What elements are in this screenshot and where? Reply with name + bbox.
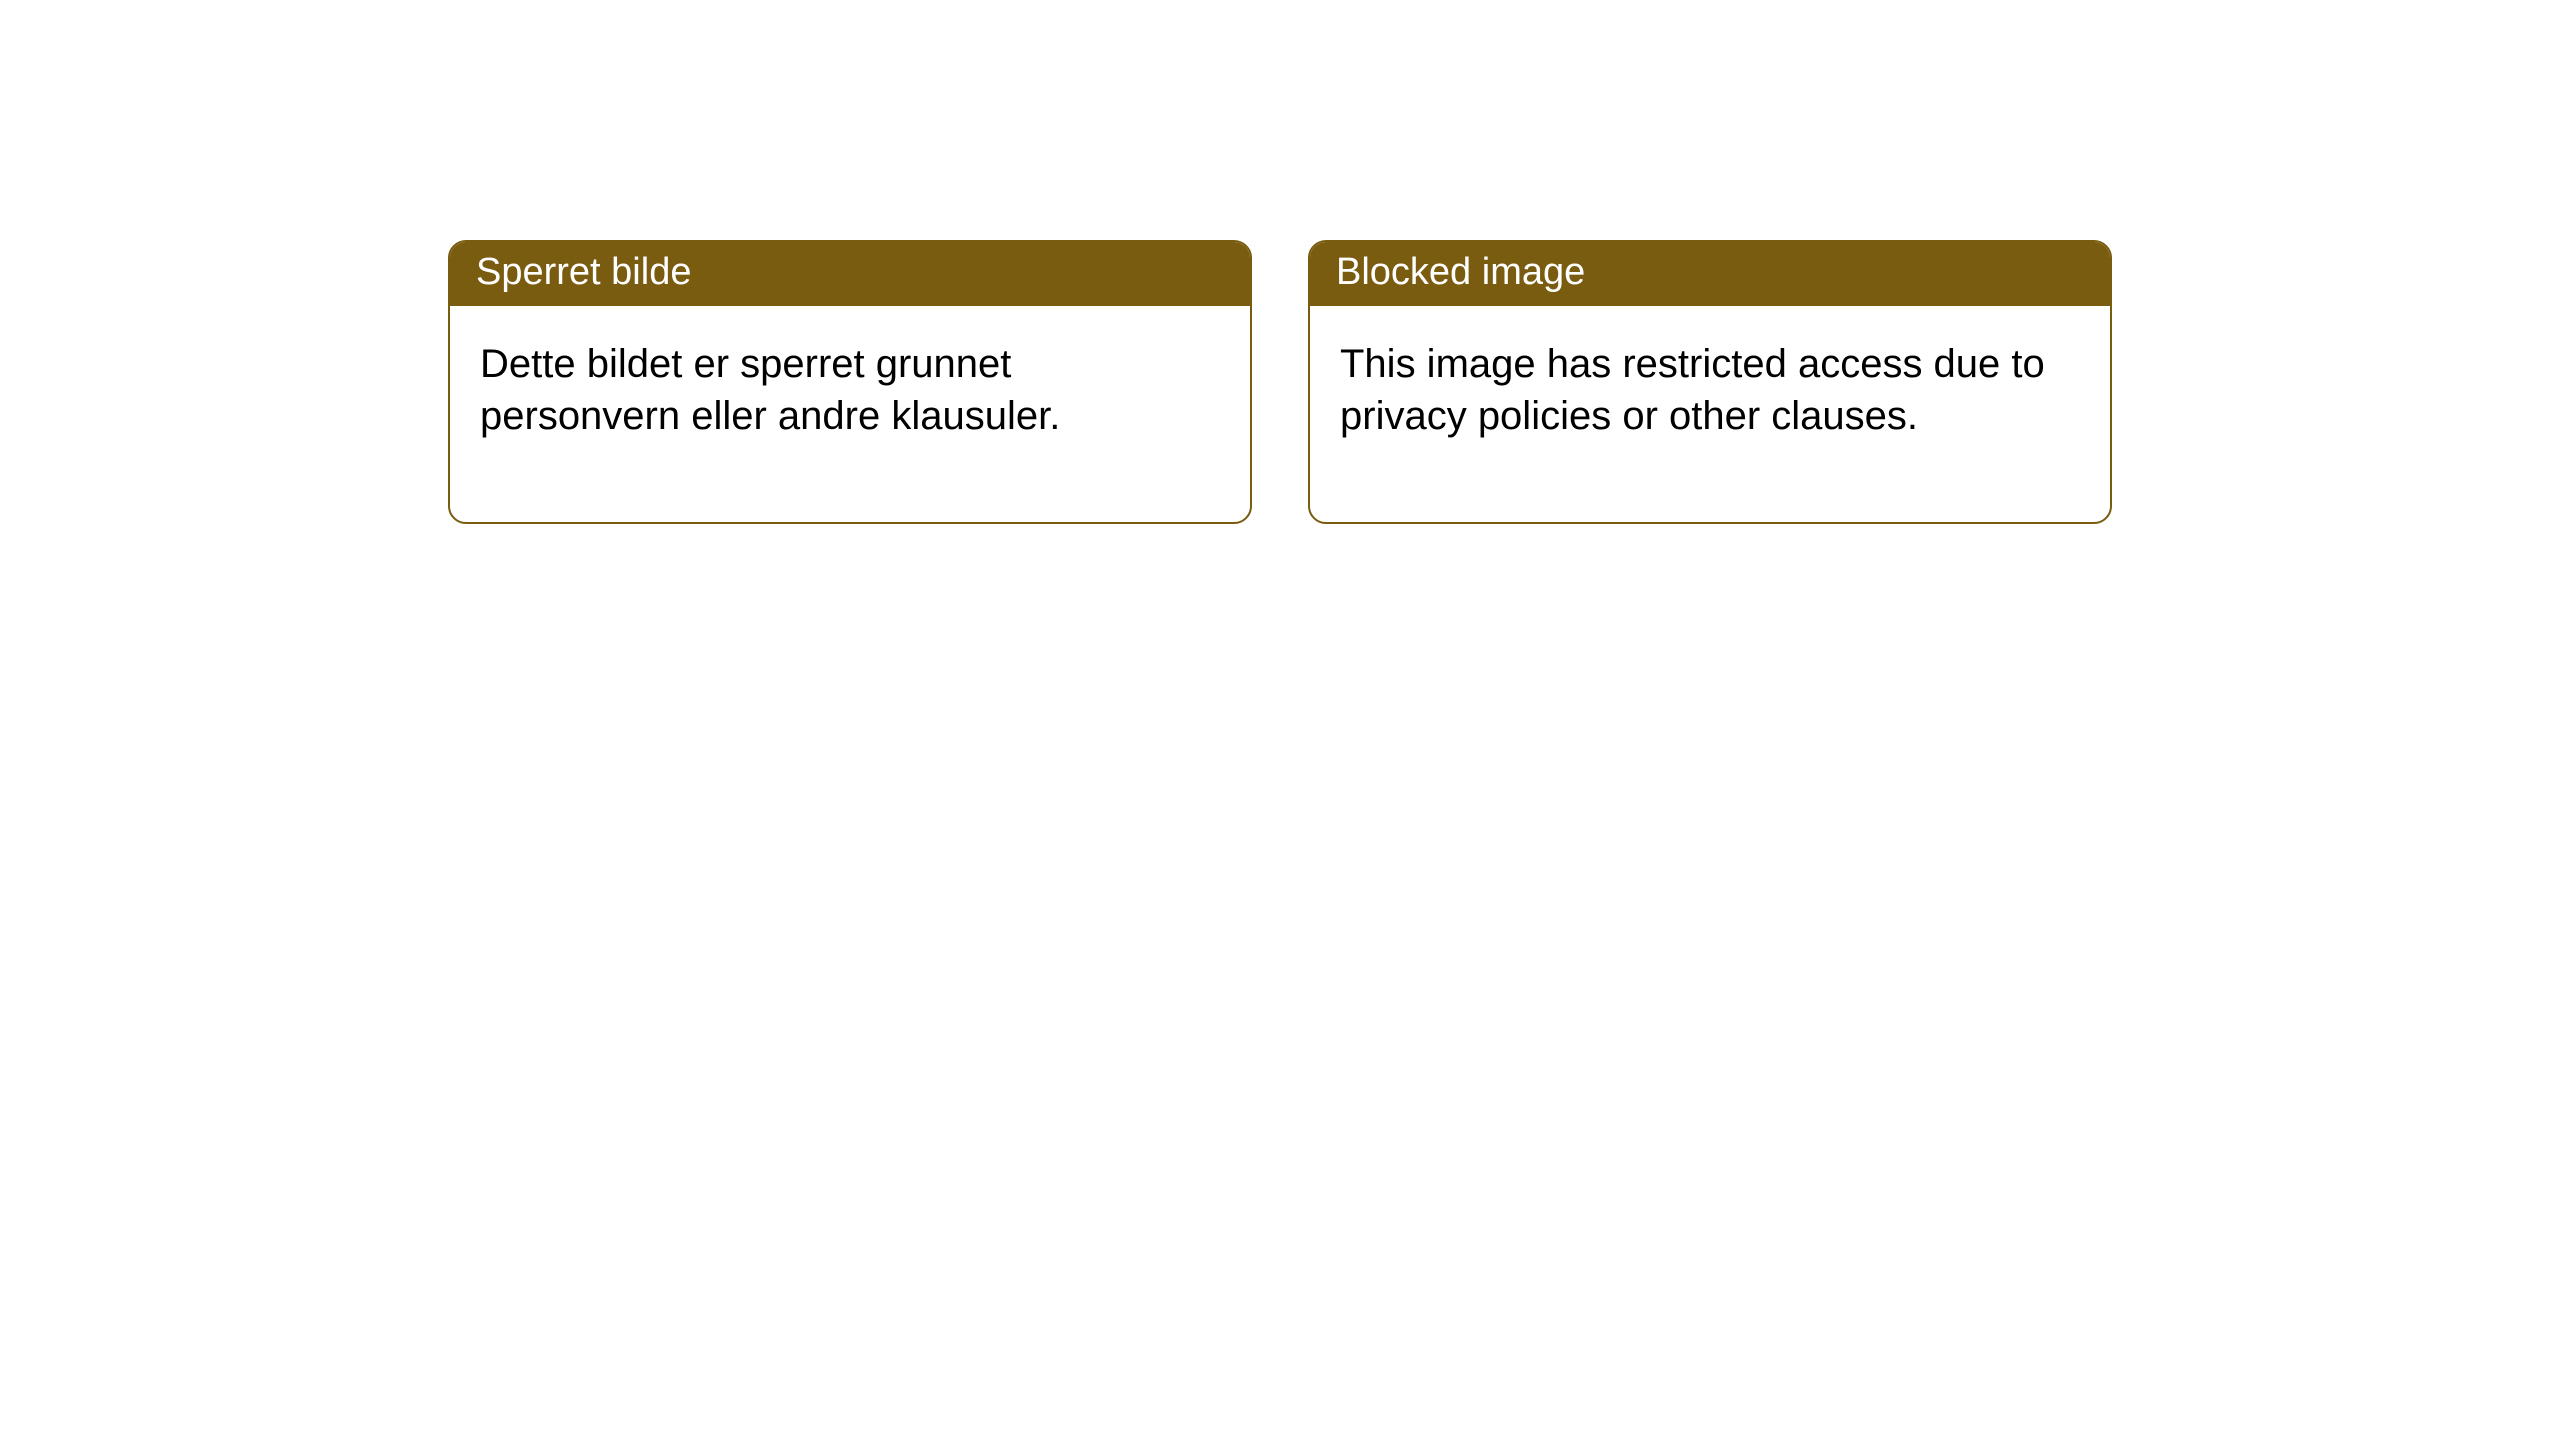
notice-container: Sperret bilde Dette bildet er sperret gr… xyxy=(0,0,2560,524)
notice-card-en: Blocked image This image has restricted … xyxy=(1308,240,2112,524)
notice-body-no: Dette bildet er sperret grunnet personve… xyxy=(450,306,1250,522)
notice-header-en: Blocked image xyxy=(1310,242,2110,306)
notice-body-en: This image has restricted access due to … xyxy=(1310,306,2110,522)
notice-card-no: Sperret bilde Dette bildet er sperret gr… xyxy=(448,240,1252,524)
notice-header-no: Sperret bilde xyxy=(450,242,1250,306)
